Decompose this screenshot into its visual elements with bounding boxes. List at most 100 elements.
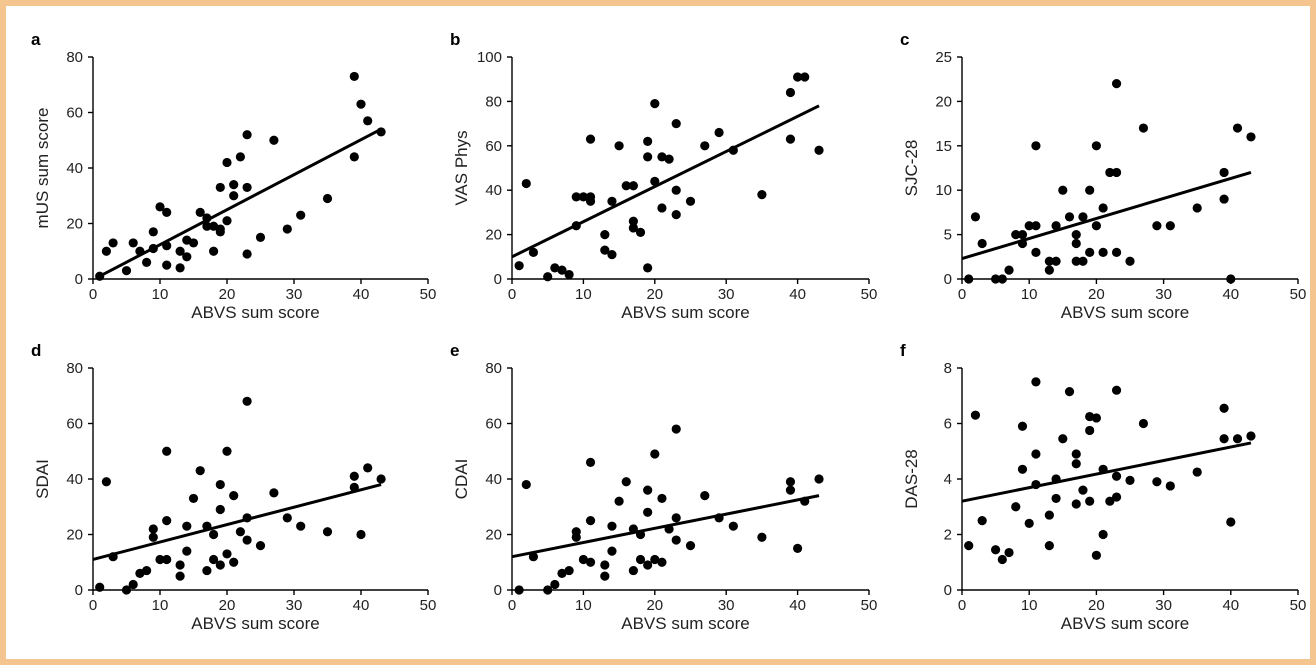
data-point: [543, 272, 553, 282]
data-point: [121, 585, 132, 595]
data-point: [1051, 493, 1061, 504]
data-point: [376, 474, 386, 484]
data-point: [1226, 517, 1236, 527]
x-tick-label: 10: [1021, 597, 1038, 614]
x-tick-label: 50: [420, 597, 437, 614]
data-point: [1111, 167, 1122, 178]
data-point: [356, 99, 366, 109]
y-tick-label: 0: [944, 271, 952, 288]
data-point: [235, 152, 245, 162]
data-point: [282, 224, 292, 234]
data-point: [585, 457, 596, 467]
panel-letter: e: [450, 341, 459, 360]
data-point: [135, 246, 145, 256]
data-point: [1071, 256, 1081, 266]
data-point: [1071, 499, 1081, 509]
data-point: [685, 541, 696, 551]
data-point: [363, 116, 373, 126]
x-tick-label: 0: [89, 597, 97, 614]
data-point: [1024, 221, 1034, 231]
data-point: [349, 471, 359, 481]
data-point: [229, 557, 239, 567]
data-point: [700, 491, 710, 501]
x-tick-label: 40: [789, 286, 806, 303]
data-point: [657, 493, 667, 504]
data-point: [148, 524, 158, 534]
data-point: [664, 524, 674, 534]
data-point: [657, 152, 667, 162]
data-point: [148, 243, 158, 254]
data-point: [814, 474, 824, 484]
data-point: [222, 549, 232, 559]
x-tick-label: 40: [353, 597, 370, 614]
data-point: [242, 535, 252, 545]
data-point: [1152, 477, 1162, 487]
y-tick-label: 4: [944, 471, 952, 488]
data-point: [571, 192, 581, 202]
data-point: [643, 507, 653, 517]
data-point: [714, 127, 724, 138]
panel-letter: a: [31, 30, 41, 49]
data-point: [1091, 413, 1101, 423]
x-tick-label: 30: [286, 597, 303, 614]
regression-line: [961, 171, 1252, 261]
data-point: [585, 557, 596, 567]
panel-letter: f: [900, 341, 906, 360]
chart-panel-a: a 0 10 20 30 40 50 0 20 40 60 80 ABVS sum score mUS s…: [31, 30, 436, 322]
data-point: [215, 182, 225, 193]
data-point: [514, 261, 524, 271]
data-point: [95, 271, 105, 281]
data-point: [1017, 238, 1028, 249]
x-tick-label: 20: [219, 286, 236, 303]
data-point: [1051, 474, 1061, 484]
data-point: [1058, 185, 1068, 195]
y-tick-label: 100: [477, 49, 502, 66]
x-tick-label: 10: [152, 597, 169, 614]
data-point: [175, 263, 185, 273]
data-point: [1098, 247, 1108, 257]
data-point: [1111, 79, 1122, 89]
y-tick-label: 25: [935, 49, 952, 66]
data-point: [991, 274, 1001, 284]
data-point: [1031, 247, 1041, 257]
data-point: [970, 212, 981, 222]
x-tick-label: 30: [1155, 597, 1172, 614]
x-tick-label: 0: [958, 597, 966, 614]
data-point: [664, 154, 674, 164]
data-point: [202, 565, 212, 576]
data-point: [1044, 265, 1054, 275]
data-point: [1232, 434, 1243, 444]
data-point: [162, 207, 172, 217]
x-tick-label: 10: [152, 286, 169, 303]
data-point: [528, 552, 539, 562]
data-point: [142, 565, 152, 576]
data-point: [162, 260, 172, 270]
data-point: [1085, 496, 1095, 506]
data-point: [1219, 194, 1229, 204]
data-point: [607, 546, 617, 556]
data-point: [585, 192, 596, 202]
data-point: [671, 535, 681, 545]
data-point: [785, 485, 796, 495]
data-point: [785, 134, 796, 144]
data-point: [785, 87, 796, 98]
data-point: [557, 568, 567, 578]
data-point: [643, 263, 653, 273]
data-point: [1098, 203, 1108, 213]
data-point: [785, 477, 796, 487]
data-point: [1111, 492, 1122, 502]
data-point: [235, 527, 245, 537]
data-point: [1152, 221, 1162, 231]
x-tick-label: 40: [353, 286, 370, 303]
data-point: [600, 230, 610, 240]
x-axis-label: ABVS sum score: [1061, 303, 1190, 322]
data-point: [997, 274, 1007, 284]
data-point: [1219, 434, 1229, 444]
data-point: [521, 479, 531, 490]
data-point: [671, 210, 681, 220]
data-point: [991, 545, 1001, 555]
data-point: [1064, 212, 1075, 222]
y-axis-label: CDAI: [452, 459, 471, 500]
data-point: [1078, 212, 1088, 222]
data-point: [155, 554, 165, 565]
